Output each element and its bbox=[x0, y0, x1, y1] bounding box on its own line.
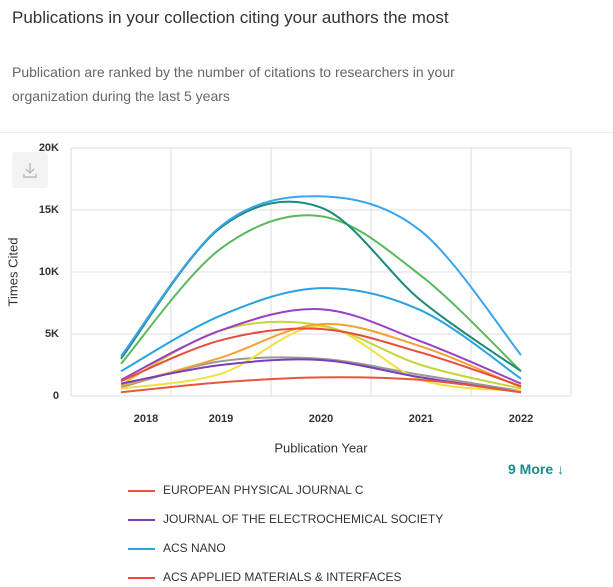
y-tick-label: 5K bbox=[45, 328, 59, 340]
legend-label: EUROPEAN PHYSICAL JOURNAL C bbox=[163, 483, 364, 497]
series-line bbox=[120, 200, 522, 373]
series-line bbox=[120, 327, 522, 388]
legend-label: ACS NANO bbox=[163, 541, 226, 555]
x-tick-label: 2022 bbox=[509, 413, 533, 425]
y-tick-label: 20K bbox=[39, 142, 59, 154]
x-tick-label: 2019 bbox=[209, 413, 233, 425]
series-line bbox=[120, 308, 522, 385]
series-line bbox=[120, 195, 522, 357]
download-button[interactable] bbox=[12, 152, 48, 188]
x-tick-label: 2020 bbox=[309, 413, 333, 425]
more-link[interactable]: 9 More ↓ bbox=[508, 461, 565, 477]
y-tick-label: 10K bbox=[39, 266, 59, 278]
legend-label: JOURNAL OF THE ELECTROCHEMICAL SOCIETY bbox=[163, 512, 443, 526]
subtitle: Publication are ranked by the number of … bbox=[12, 64, 455, 104]
x-tick-label: 2021 bbox=[409, 413, 433, 425]
series-line bbox=[120, 325, 522, 393]
series-line bbox=[120, 322, 522, 389]
divider bbox=[0, 132, 613, 133]
y-tick-label: 15K bbox=[39, 204, 59, 216]
legend-label: ACS APPLIED MATERIALS & INTERFACES bbox=[163, 570, 402, 584]
y-axis-label: Times Cited bbox=[5, 238, 20, 307]
x-tick-label: 2018 bbox=[134, 413, 158, 425]
title: Publications in your collection citing y… bbox=[12, 8, 449, 27]
series-line bbox=[120, 214, 522, 372]
y-tick-label: 0 bbox=[53, 390, 59, 402]
download-icon bbox=[23, 163, 37, 178]
x-axis-label: Publication Year bbox=[274, 440, 368, 455]
series-line bbox=[120, 287, 522, 380]
series-line bbox=[120, 376, 522, 394]
